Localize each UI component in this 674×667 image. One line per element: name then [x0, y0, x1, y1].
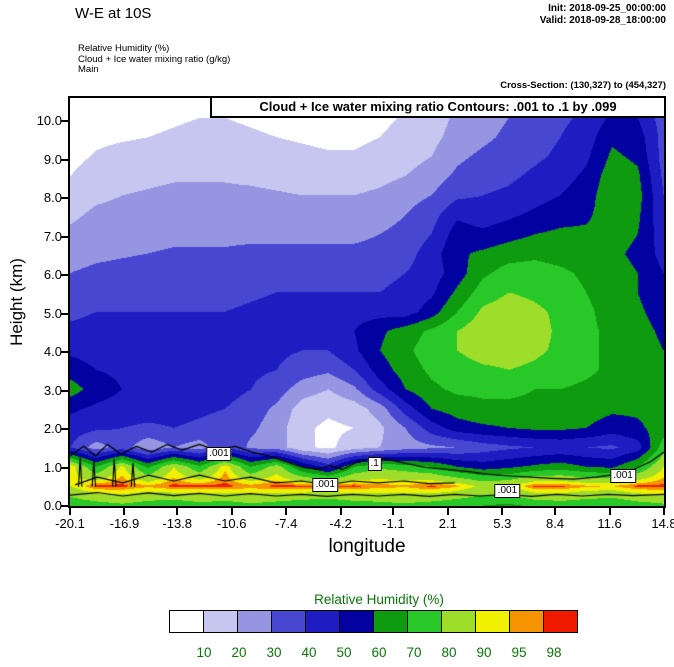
colorbar-cell: [339, 610, 374, 633]
x-tick-mark: [285, 508, 288, 515]
init-timestamp: Init: 2018-09-25_00:00:00: [548, 3, 666, 14]
x-tick-mark: [123, 508, 126, 515]
field-line-domain: Main: [78, 64, 99, 75]
x-tick-label: -20.1: [55, 516, 85, 531]
y-tick-mark: [61, 505, 68, 507]
colorbar-cell: [441, 610, 476, 633]
colorbar-tick-label: 95: [511, 645, 527, 660]
y-tick-label: 4.0: [43, 344, 62, 360]
y-tick-label: 6.0: [43, 267, 62, 283]
y-tick-label: 8.0: [43, 190, 62, 206]
y-tick-mark: [61, 158, 68, 161]
x-tick-label: -1.1: [382, 516, 405, 531]
y-axis-title: Height (km): [7, 258, 26, 346]
colorbar-title: Relative Humidity (%): [314, 592, 444, 607]
colorbar-cell: [271, 610, 306, 633]
x-axis-title: longitude: [328, 536, 406, 557]
colorbar-tick-label: 40: [301, 645, 317, 660]
y-tick-mark: [61, 428, 68, 431]
colorbar-cell: [373, 610, 408, 633]
x-tick-label: -4.2: [329, 516, 352, 531]
colorbar: [169, 610, 578, 633]
colorbar-tick-label: 70: [406, 645, 422, 660]
x-tick-mark: [608, 508, 611, 515]
colorbar-cell: [509, 610, 544, 633]
x-tick-label: -13.8: [162, 516, 193, 531]
y-tick-mark: [61, 312, 68, 315]
colorbar-cell: [407, 610, 442, 633]
x-tick-label: -16.9: [109, 516, 140, 531]
contour-value-label: .001: [312, 478, 339, 493]
y-tick-mark: [61, 389, 68, 392]
colorbar-cell: [203, 610, 238, 633]
contour-info-box: Cloud + Ice water mixing ratio Contours:…: [210, 96, 666, 118]
colorbar-tick-label: 90: [476, 645, 492, 660]
colorbar-tick-label: 98: [546, 645, 562, 660]
x-tick-mark: [339, 508, 342, 515]
y-tick-label: 5.0: [43, 305, 62, 321]
contour-value-label: .001: [494, 483, 521, 498]
y-tick-mark: [61, 120, 68, 123]
y-tick-label: 1.0: [43, 459, 62, 475]
page-title: W-E at 10S: [75, 5, 152, 22]
x-tick-mark: [446, 508, 449, 515]
x-tick-mark: [663, 508, 665, 515]
y-tick-label: 3.0: [43, 382, 62, 398]
contour-label-overlay: .001 .001 .1 .001 .001: [70, 98, 664, 506]
x-tick-mark: [176, 508, 179, 515]
cross-section-label: Cross-Section: (130,327) to (454,327): [500, 80, 666, 91]
x-tick-label: 8.4: [546, 516, 565, 531]
y-tick-label: 7.0: [43, 228, 62, 244]
colorbar-tick-label: 10: [196, 645, 212, 660]
valid-timestamp: Valid: 2018-09-28_18:00:00: [539, 15, 666, 26]
colorbar-cell: [543, 610, 578, 633]
y-tick-mark: [61, 197, 68, 200]
x-tick-label: 2.1: [438, 516, 457, 531]
y-tick-label: 2.0: [43, 421, 62, 437]
colorbar-tick-label: 30: [266, 645, 282, 660]
field-line-rh: Relative Humidity (%): [78, 43, 170, 54]
colorbar-cell: [475, 610, 510, 633]
colorbar-tick-label: 20: [231, 645, 247, 660]
contour-value-label: .001: [206, 446, 232, 461]
contour-value-label: .1: [367, 457, 382, 472]
x-tick-mark: [501, 508, 504, 515]
x-tick-label: 5.3: [493, 516, 512, 531]
y-tick-mark: [61, 466, 68, 469]
x-tick-label: -10.6: [216, 516, 247, 531]
y-tick-mark: [61, 351, 68, 354]
x-tick-label: -7.4: [274, 516, 298, 531]
y-tick-mark: [61, 235, 68, 238]
x-tick-mark: [392, 508, 395, 515]
y-tick-mark: [61, 274, 68, 277]
colorbar-tick-label: 80: [441, 645, 457, 660]
colorbar-cell: [169, 610, 204, 633]
rh-filled-contour-canvas: [70, 98, 664, 506]
y-tick-label: 9.0: [43, 151, 62, 167]
x-tick-mark: [69, 508, 71, 515]
x-tick-label: 14.8: [651, 516, 674, 531]
colorbar-cell: [237, 610, 272, 633]
field-line-cloud-ice: Cloud + Ice water mixing ratio (g/kg): [78, 53, 231, 65]
colorbar-tick-label: 60: [371, 645, 387, 660]
cross-section-plot: .001 .001 .1 .001 .001 Cloud + Ice water mix…: [68, 96, 666, 508]
contour-value-label: .001: [610, 469, 636, 484]
field-description: Relative Humidity (%) Cloud + Ice water …: [78, 43, 231, 76]
x-tick-label: 11.6: [597, 516, 622, 531]
y-tick-label: 0.0: [43, 498, 62, 513]
x-tick-mark: [230, 508, 233, 515]
y-tick-label: 10.0: [36, 113, 62, 129]
colorbar-tick-label: 50: [336, 645, 352, 660]
x-tick-mark: [554, 508, 557, 515]
colorbar-cell: [305, 610, 340, 633]
